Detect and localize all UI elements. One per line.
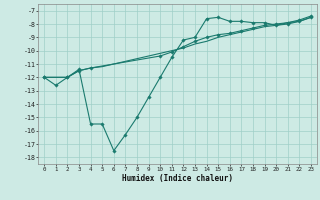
X-axis label: Humidex (Indice chaleur): Humidex (Indice chaleur) (122, 174, 233, 183)
